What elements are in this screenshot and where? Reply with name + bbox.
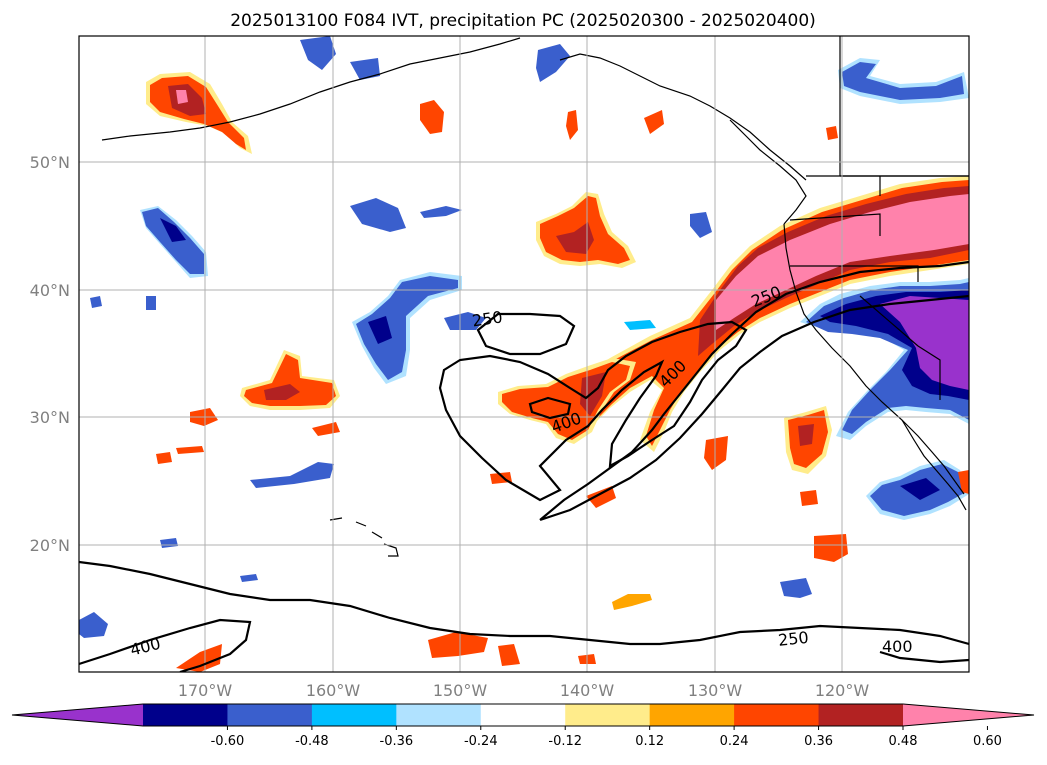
negative-anomaly-region	[368, 316, 392, 344]
colorbar-ticks: -0.60 -0.48 -0.36 -0.24 -0.12 0.12 0.24 0.36 0.4…	[211, 726, 1002, 749]
colorbar-tick-label: 0.48	[889, 734, 918, 749]
positive-anomaly-region	[176, 90, 188, 104]
negative-anomaly-region	[842, 62, 964, 100]
colorbar: -0.60 -0.48 -0.36 -0.24 -0.12 0.12 0.24 0.36 0.4…	[11, 703, 1035, 749]
contour-label: 250	[777, 628, 809, 650]
colorbar-segments	[11, 703, 1035, 727]
map-panel: 250 400 400 250 400 250 400	[78, 35, 970, 673]
gridlines	[79, 36, 969, 672]
aleutian-coastline	[101, 37, 521, 141]
canada-bc-coastline	[729, 119, 807, 225]
longitude-labels: 170°W 160°W 150°W 140°W 130°W 120°W	[178, 681, 870, 700]
map-title: 2025013100 F084 IVT, precipitation PC (2…	[230, 11, 816, 31]
lat-label: 50°N	[30, 153, 70, 172]
positive-anomaly-region	[566, 110, 578, 140]
baja-coastline	[901, 419, 967, 511]
positive-anomaly-region	[800, 490, 818, 506]
negative-anomaly-region	[780, 578, 812, 598]
negative-anomaly-region	[350, 198, 406, 232]
positive-anomaly-region	[556, 222, 594, 254]
ivt-contour-south-inner	[79, 618, 252, 672]
negative-anomaly-region	[536, 44, 570, 82]
lat-label: 40°N	[30, 281, 70, 300]
coastlines	[101, 36, 969, 557]
colorbar-tick-label: -0.24	[464, 734, 498, 749]
negative-anomaly-region	[420, 206, 462, 218]
positive-anomaly-region	[612, 594, 652, 610]
positive-anomaly-region	[826, 126, 838, 140]
positive-anomaly-region	[586, 486, 616, 508]
negative-anomaly-region	[79, 612, 108, 638]
colorbar-segment	[396, 704, 482, 726]
negative-anomaly-region	[444, 312, 486, 330]
positive-anomaly-region	[176, 446, 204, 454]
colorbar-tick-label: 0.60	[973, 734, 1002, 749]
positive-anomaly-region	[644, 110, 664, 134]
map-frame	[78, 35, 970, 673]
positive-anomaly-region	[420, 100, 444, 134]
ivt-contours	[79, 260, 969, 672]
colorbar-tick-label: -0.60	[211, 734, 245, 749]
lat-label: 30°N	[30, 408, 70, 427]
negative-anomaly-region	[240, 574, 258, 582]
alaska-coastline	[559, 53, 807, 181]
positive-anomaly-region	[498, 644, 520, 666]
latitude-labels: 50°N 40°N 30°N 20°N	[30, 153, 70, 555]
colorbar-tick-label: -0.12	[548, 734, 582, 749]
negative-anomaly-region	[250, 462, 334, 488]
lon-label: 150°W	[433, 681, 488, 700]
positive-anomaly-region	[798, 424, 814, 446]
positive-anomaly-region	[156, 452, 172, 464]
positive-anomaly-region	[176, 644, 222, 672]
colorbar-segment	[649, 704, 735, 726]
us-west-coastline	[783, 223, 965, 495]
lon-label: 120°W	[815, 681, 870, 700]
negative-anomaly-region	[300, 36, 336, 70]
negative-anomaly-region	[160, 218, 186, 242]
colorbar-segment	[480, 704, 566, 726]
colorbar-tick-label: 0.36	[804, 734, 833, 749]
positive-anomaly-region	[814, 534, 848, 562]
colorbar-segment	[818, 704, 904, 726]
ivt-contour-southeast	[879, 650, 969, 664]
lat-label: 20°N	[30, 536, 70, 555]
colorbar-segment	[143, 704, 228, 726]
positive-anomaly-region	[428, 632, 488, 658]
colorbar-segment	[565, 704, 651, 726]
colorbar-tick-label: -0.48	[295, 734, 329, 749]
negative-anomaly-region	[356, 276, 458, 380]
negative-anomaly-region	[900, 478, 940, 500]
colorbar-segment	[734, 704, 820, 726]
negative-anomaly-region	[146, 296, 156, 310]
ivt-contour-south	[79, 560, 969, 646]
lon-label: 140°W	[560, 681, 615, 700]
colorbar-tick-label: 0.24	[720, 734, 749, 749]
positive-anomaly-region	[264, 384, 300, 400]
colorbar-outline	[11, 703, 1035, 727]
contour-label: 400	[882, 637, 913, 656]
negative-anomaly-region	[350, 58, 380, 80]
negative-anomaly-region	[90, 296, 102, 308]
ivt-contour-400-inner	[528, 396, 572, 420]
colorbar-extend-min	[12, 704, 143, 726]
hawaii-islands	[329, 517, 399, 557]
colorbar-tick-label: 0.12	[635, 734, 664, 749]
colorbar-segment	[227, 704, 313, 726]
lon-label: 160°W	[306, 681, 361, 700]
contour-label: 250	[471, 307, 504, 330]
lon-label: 130°W	[688, 681, 743, 700]
positive-anomaly-region	[958, 470, 969, 494]
negative-anomaly-region	[880, 296, 969, 390]
colorbar-extend-max	[903, 704, 1034, 726]
ivt-contour-250-river	[539, 260, 969, 522]
colorbar-tick-label: -0.36	[380, 734, 414, 749]
ivt-contour-250-north	[476, 312, 576, 356]
colorbar-segment	[311, 704, 397, 726]
positive-anomaly-region	[704, 436, 728, 470]
lon-label: 170°W	[178, 681, 233, 700]
negative-anomaly-region	[624, 320, 656, 330]
negative-anomaly-region	[690, 212, 712, 238]
ivt-contour-400-loop	[438, 320, 748, 502]
